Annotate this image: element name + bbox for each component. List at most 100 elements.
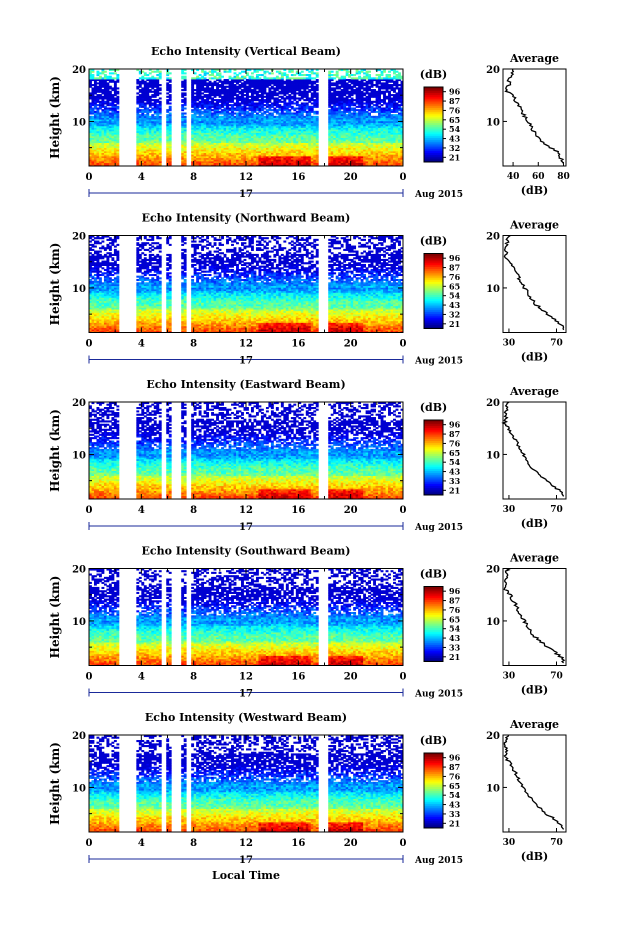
- heatmap-cell: [356, 87, 359, 89]
- heatmap-cell: [211, 97, 214, 99]
- heatmap-cell: [109, 91, 112, 93]
- heatmap-cell: [371, 89, 374, 91]
- heatmap-cell: [376, 91, 379, 93]
- heatmap-cell: [229, 76, 232, 78]
- heatmap-cell: [114, 72, 117, 74]
- heatmap-cell: [166, 114, 169, 116]
- heatmap-cell: [144, 77, 147, 79]
- heatmap-cell: [356, 77, 359, 79]
- panel-title: Echo Intensity (Vertical Beam): [151, 45, 341, 58]
- heatmap-cell: [114, 81, 117, 83]
- heatmap-cell: [363, 76, 366, 78]
- heatmap-cell: [353, 102, 356, 104]
- heatmap-cell: [184, 107, 187, 109]
- heatmap-cell: [199, 101, 202, 103]
- heatmap-cell: [373, 104, 376, 106]
- heatmap-cell: [181, 99, 184, 101]
- heatmap-cell: [266, 77, 269, 79]
- heatmap-cell: [291, 106, 294, 108]
- heatmap-cell: [376, 74, 379, 76]
- heatmap-cell: [303, 77, 306, 79]
- heatmap-cell: [111, 72, 114, 74]
- heatmap-cell: [146, 82, 149, 84]
- heatmap-cell: [271, 72, 274, 74]
- heatmap-cell: [348, 91, 351, 93]
- heatmap-cell: [303, 99, 306, 101]
- panel-1: Echo Intensity (Vertical Beam)2010Height…: [48, 45, 570, 200]
- heatmap-cell: [159, 101, 162, 103]
- heatmap-cell: [184, 72, 187, 74]
- heatmap-cell: [348, 74, 351, 76]
- heatmap-cell: [114, 77, 117, 79]
- heatmap-cell: [358, 109, 361, 111]
- heatmap-cell: [348, 84, 351, 86]
- heatmap-cell: [204, 77, 207, 79]
- heatmap-cell: [363, 106, 366, 108]
- heatmap-cell: [231, 77, 234, 79]
- heatmap-cell: [239, 96, 242, 98]
- heatmap-cell: [363, 102, 366, 104]
- heatmap-cell: [261, 74, 264, 76]
- heatmap-cell: [246, 79, 249, 81]
- heatmap-cell: [216, 77, 219, 79]
- heatmap-cell: [191, 114, 194, 116]
- heatmap-cell: [111, 87, 114, 89]
- heatmap-cell: [101, 77, 104, 79]
- heatmap-cell: [263, 71, 266, 73]
- heatmap-cell: [136, 79, 139, 81]
- heatmap-cell: [341, 76, 344, 78]
- heatmap-cell: [283, 72, 286, 74]
- heatmap-cell: [298, 97, 301, 99]
- heatmap-cell: [341, 111, 344, 113]
- heatmap-cell: [154, 89, 157, 91]
- heatmap-cell: [166, 96, 169, 98]
- heatmap-cell: [276, 76, 279, 78]
- heatmap-cell: [136, 107, 139, 109]
- heatmap-cell: [361, 77, 364, 79]
- heatmap-cell: [346, 96, 349, 98]
- heatmap-cell: [346, 107, 349, 109]
- heatmap-cell: [348, 99, 351, 101]
- heatmap-cell: [199, 109, 202, 111]
- heatmap-cell: [293, 74, 296, 76]
- heatmap-cell: [109, 107, 112, 109]
- heatmap-cell: [253, 114, 256, 116]
- heatmap-cell: [316, 116, 319, 118]
- heatmap-cell: [313, 77, 316, 79]
- heatmap-cell: [201, 116, 204, 118]
- heatmap-cell: [273, 77, 276, 79]
- heatmap-cell: [348, 79, 351, 81]
- heatmap-cell: [371, 116, 374, 118]
- heatmap-cell: [151, 107, 154, 109]
- heatmap-cell: [276, 71, 279, 73]
- heatmap-cell: [308, 97, 311, 99]
- heatmap-cell: [216, 72, 219, 74]
- heatmap-cell: [291, 74, 294, 76]
- heatmap-cell: [276, 109, 279, 111]
- heatmap-cell: [141, 87, 144, 89]
- heatmap-cell: [298, 104, 301, 106]
- heatmap-cell: [316, 79, 319, 81]
- heatmap-cell: [241, 82, 244, 84]
- heatmap-cell: [251, 89, 254, 91]
- heatmap-cell: [308, 86, 311, 88]
- heatmap-cell: [336, 71, 339, 73]
- heatmap-cell: [311, 102, 314, 104]
- heatmap-cell: [273, 87, 276, 89]
- heatmap-cell: [253, 96, 256, 98]
- heatmap-cell: [353, 107, 356, 109]
- heatmap-cell: [271, 102, 274, 104]
- heatmap-cell: [366, 81, 369, 83]
- heatmap-cell: [181, 112, 184, 114]
- heatmap-cell: [159, 92, 162, 94]
- heatmap-cell: [266, 92, 269, 94]
- heatmap-cell: [293, 102, 296, 104]
- heatmap-cell: [311, 92, 314, 94]
- heatmap-cell: [244, 97, 247, 99]
- heatmap-cell: [169, 106, 172, 108]
- heatmap-cell: [366, 111, 369, 113]
- heatmap-cell: [283, 97, 286, 99]
- heatmap-cell: [196, 76, 199, 78]
- heatmap-cell: [368, 86, 371, 88]
- heatmap-cell: [169, 112, 172, 114]
